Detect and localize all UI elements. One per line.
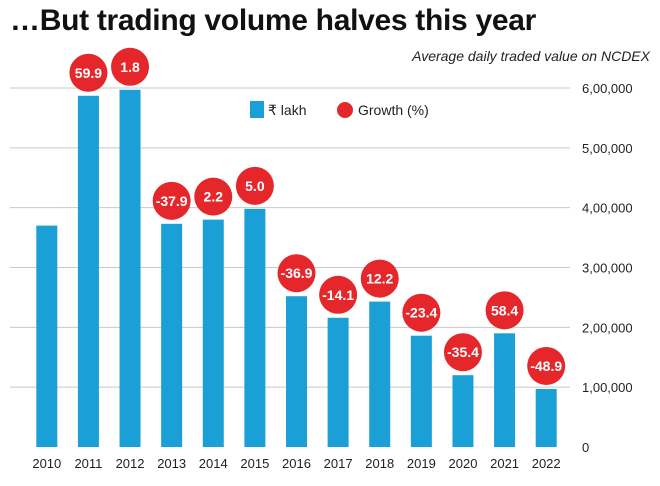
x-axis-labels: 2010 2011 2012 2013 2014 2015 2016 2017 2018 2019… xyxy=(32,456,560,471)
x-tick-label: 2017 xyxy=(324,456,353,471)
bar-2021 xyxy=(494,333,516,447)
legend-label-growth: Growth (%) xyxy=(358,102,429,118)
bar-2019 xyxy=(410,335,432,447)
growth-marker-2020: -35.4 xyxy=(443,333,482,372)
x-tick-label: 2013 xyxy=(157,456,186,471)
growth-label: -37.9 xyxy=(156,193,188,209)
growth-marker-2012: 1.8 xyxy=(111,47,150,86)
growth-label: -48.9 xyxy=(530,358,562,374)
growth-marker-2017: -14.1 xyxy=(319,275,358,314)
growth-marker-2019: -23.4 xyxy=(402,293,441,332)
bar-2012 xyxy=(119,89,141,448)
growth-label: 1.8 xyxy=(120,59,140,75)
y-tick-label: 2,00,000 xyxy=(582,320,633,335)
growth-label: 59.9 xyxy=(75,65,102,81)
growth-circle xyxy=(360,259,399,298)
growth-circle xyxy=(111,47,150,86)
x-tick-label: 2010 xyxy=(32,456,61,471)
growth-circle xyxy=(402,293,441,332)
y-tick-label: 0 xyxy=(582,440,589,455)
growth-circle xyxy=(485,291,524,330)
growth-marker-2014: 2.2 xyxy=(194,177,233,216)
growth-label: 2.2 xyxy=(204,189,224,205)
growth-circle xyxy=(319,275,358,314)
bar-2018 xyxy=(369,301,391,447)
x-tick-label: 2014 xyxy=(199,456,228,471)
growth-circle xyxy=(443,333,482,372)
growth-marker-2016: -36.9 xyxy=(277,254,316,293)
x-tick-label: 2021 xyxy=(490,456,519,471)
x-tick-label: 2019 xyxy=(407,456,436,471)
legend-label-bar: ₹ lakh xyxy=(268,102,306,118)
y-tick-label: 3,00,000 xyxy=(582,261,633,276)
growth-markers: 59.9 1.8 -37.9 2.2 5.0 -36.9 -14.1 12.2 -23.4 -35… xyxy=(69,47,566,385)
bar-2020 xyxy=(452,375,474,447)
growth-circle xyxy=(277,254,316,293)
growth-marker-2021: 58.4 xyxy=(485,291,524,330)
bar-2017 xyxy=(327,317,349,447)
chart-title: …But trading volume halves this year xyxy=(10,4,537,37)
bar-2010 xyxy=(36,225,58,447)
bar-2013 xyxy=(161,223,183,447)
x-tick-label: 2016 xyxy=(282,456,311,471)
growth-circle xyxy=(527,346,566,385)
x-tick-label: 2022 xyxy=(532,456,561,471)
growth-label: 5.0 xyxy=(245,178,265,194)
bar-2011 xyxy=(77,95,99,448)
y-tick-label: 6,00,000 xyxy=(582,81,633,96)
growth-marker-2013: -37.9 xyxy=(152,181,191,220)
y-tick-label: 4,00,000 xyxy=(582,201,633,216)
growth-marker-2018: 12.2 xyxy=(360,259,399,298)
legend-swatch-growth xyxy=(337,102,353,118)
growth-label: -14.1 xyxy=(322,287,354,303)
y-tick-label: 5,00,000 xyxy=(582,141,633,156)
y-tick-label: 1,00,000 xyxy=(582,380,633,395)
x-tick-label: 2011 xyxy=(74,456,102,471)
growth-label: -23.4 xyxy=(405,305,437,321)
x-tick-label: 2020 xyxy=(449,456,478,471)
growth-marker-2015: 5.0 xyxy=(235,166,274,205)
bars xyxy=(36,89,557,448)
legend: ₹ lakh Growth (%) xyxy=(250,101,429,118)
bar-2016 xyxy=(286,296,307,447)
growth-marker-2011: 59.9 xyxy=(69,53,108,92)
growth-label: -35.4 xyxy=(447,344,479,360)
growth-label: -36.9 xyxy=(281,265,313,281)
growth-circle xyxy=(69,53,108,92)
growth-circle xyxy=(152,181,191,220)
growth-circle xyxy=(235,166,274,205)
y-axis-ticks: 0 1,00,000 2,00,000 3,00,000 4,00,000 5,00,00… xyxy=(582,81,633,455)
growth-circle xyxy=(194,177,233,216)
growth-label: 58.4 xyxy=(491,302,518,318)
growth-label: 12.2 xyxy=(366,271,393,287)
x-tick-label: 2015 xyxy=(240,456,269,471)
legend-swatch-bar xyxy=(250,101,264,118)
bar-2014 xyxy=(202,219,224,447)
x-tick-label: 2018 xyxy=(365,456,394,471)
bar-2015 xyxy=(244,208,266,447)
bar-2022 xyxy=(535,388,557,447)
chart-subtitle: Average daily traded value on NCDEX xyxy=(412,48,650,64)
growth-marker-2022: -48.9 xyxy=(527,346,566,385)
x-tick-label: 2012 xyxy=(116,456,145,471)
